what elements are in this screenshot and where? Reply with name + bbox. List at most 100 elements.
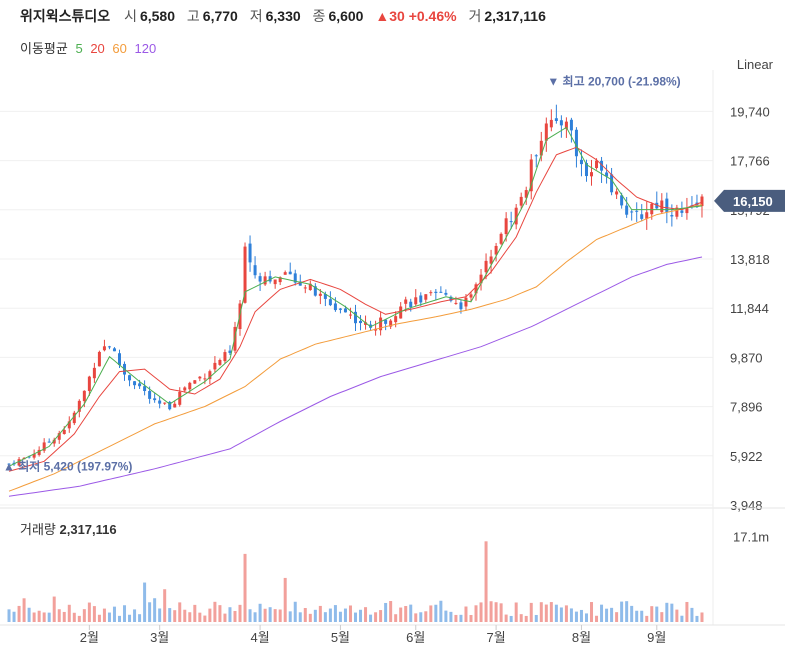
candle-body — [112, 348, 116, 352]
volume-bar — [610, 607, 614, 622]
volume-bar — [198, 612, 202, 622]
volume-bar — [549, 602, 553, 622]
candle-body — [574, 129, 578, 157]
candle-body — [660, 200, 664, 213]
volume-bar — [293, 601, 297, 622]
volume-bar — [615, 612, 619, 622]
candle-body — [203, 378, 207, 380]
candle-body — [97, 351, 101, 367]
y-tick-label: 17,766 — [730, 154, 770, 169]
candle-body — [263, 276, 267, 285]
candle-body — [600, 160, 604, 171]
volume-bar — [554, 604, 558, 622]
candle-body — [248, 243, 252, 263]
volume-bar — [17, 605, 21, 622]
candle-body — [283, 272, 287, 275]
volume-bar — [544, 604, 548, 622]
volume-bar — [359, 609, 363, 622]
candle-body — [354, 311, 357, 324]
volume-bar — [650, 606, 654, 622]
ma-legend-120[interactable]: 120 — [134, 41, 157, 56]
candle-body — [223, 352, 227, 362]
volume-bar — [168, 608, 172, 622]
candle-body — [37, 449, 41, 455]
open-label: 시 — [124, 8, 137, 24]
ma-legend-20[interactable]: 20 — [90, 41, 105, 56]
volume-bar — [685, 601, 689, 622]
volume-bar — [62, 611, 66, 622]
candle-body — [258, 276, 262, 282]
volume-bar — [117, 615, 121, 622]
volume-bar — [369, 614, 373, 622]
volume-bar — [559, 607, 563, 622]
candle-body — [615, 191, 619, 195]
volume-pane-value: 2,317,116 — [60, 522, 117, 537]
change-percent: +0.46% — [408, 8, 457, 24]
volume-bar — [32, 612, 36, 622]
scale-mode-toggle[interactable]: Linear — [736, 57, 773, 72]
volume-bar — [77, 615, 81, 622]
quote-header: 위지윅스튜디오 시 6,580 고 6,770 저 6,330 종 6,600 ▲30 … — [20, 6, 554, 26]
y-tick-label: 13,818 — [730, 252, 770, 267]
volume-bar — [645, 615, 649, 622]
volume-bar — [600, 604, 604, 622]
x-tick-label: 3월 — [150, 630, 169, 645]
candle-body — [52, 439, 56, 444]
candle-body — [564, 121, 568, 129]
candle-body — [27, 456, 31, 458]
low-value: 6,330 — [265, 8, 301, 24]
candle-body — [605, 172, 609, 177]
candle-body — [579, 159, 583, 165]
candle-body — [17, 459, 21, 466]
candle-body — [364, 322, 368, 325]
candle-body — [454, 302, 458, 304]
candle-body — [343, 308, 347, 313]
candle-body — [469, 294, 473, 298]
volume-bar — [258, 603, 262, 622]
candle-body — [348, 314, 352, 316]
candle-body — [359, 320, 363, 324]
volume-bar — [338, 611, 342, 622]
y-tick-label: 7,896 — [730, 400, 763, 415]
ma-legend-5[interactable]: 5 — [75, 41, 83, 56]
candle-body — [645, 212, 649, 219]
volume-bar — [318, 605, 322, 622]
candle-body — [7, 463, 11, 465]
candle-body — [32, 453, 36, 458]
volume-bar — [414, 613, 418, 622]
ma-legend-60[interactable]: 60 — [112, 41, 127, 56]
candle-body — [424, 294, 428, 300]
volume-bar — [263, 608, 267, 622]
candle-body — [128, 375, 132, 381]
candle-body — [253, 265, 257, 276]
candle-body — [479, 274, 483, 284]
ma60-line — [8, 204, 703, 492]
volume-bar — [253, 612, 257, 622]
volume-bar — [243, 553, 247, 622]
volume-bar — [163, 589, 167, 622]
ma-legend-title: 이동평균 — [20, 41, 68, 56]
candle-body — [72, 412, 76, 424]
volume-bar — [464, 606, 468, 622]
stock-name: 위지윅스튜디오 — [20, 8, 111, 24]
ma-legend[interactable]: 이동평균 5 20 60 120 — [20, 38, 160, 57]
volume-bar — [333, 605, 337, 622]
low-annotation: ▲ 최저 5,420 (197.97%) — [3, 458, 132, 473]
candle-body — [163, 402, 167, 404]
candle-body — [77, 400, 81, 412]
close-value: 6,600 — [328, 8, 364, 24]
low-label: 저 — [249, 8, 263, 24]
candle-body — [278, 277, 282, 283]
candle-body — [539, 140, 543, 156]
volume-bar — [57, 609, 61, 622]
volume-bar — [223, 613, 227, 622]
volume-value: 2,317,116 — [484, 8, 546, 24]
ma120-line — [8, 256, 703, 497]
volume-bar — [494, 602, 498, 622]
candle-body — [680, 210, 684, 213]
candle-body — [494, 245, 498, 255]
candle-body — [87, 376, 91, 391]
volume-bar — [138, 614, 142, 622]
volume-bar — [404, 606, 408, 622]
